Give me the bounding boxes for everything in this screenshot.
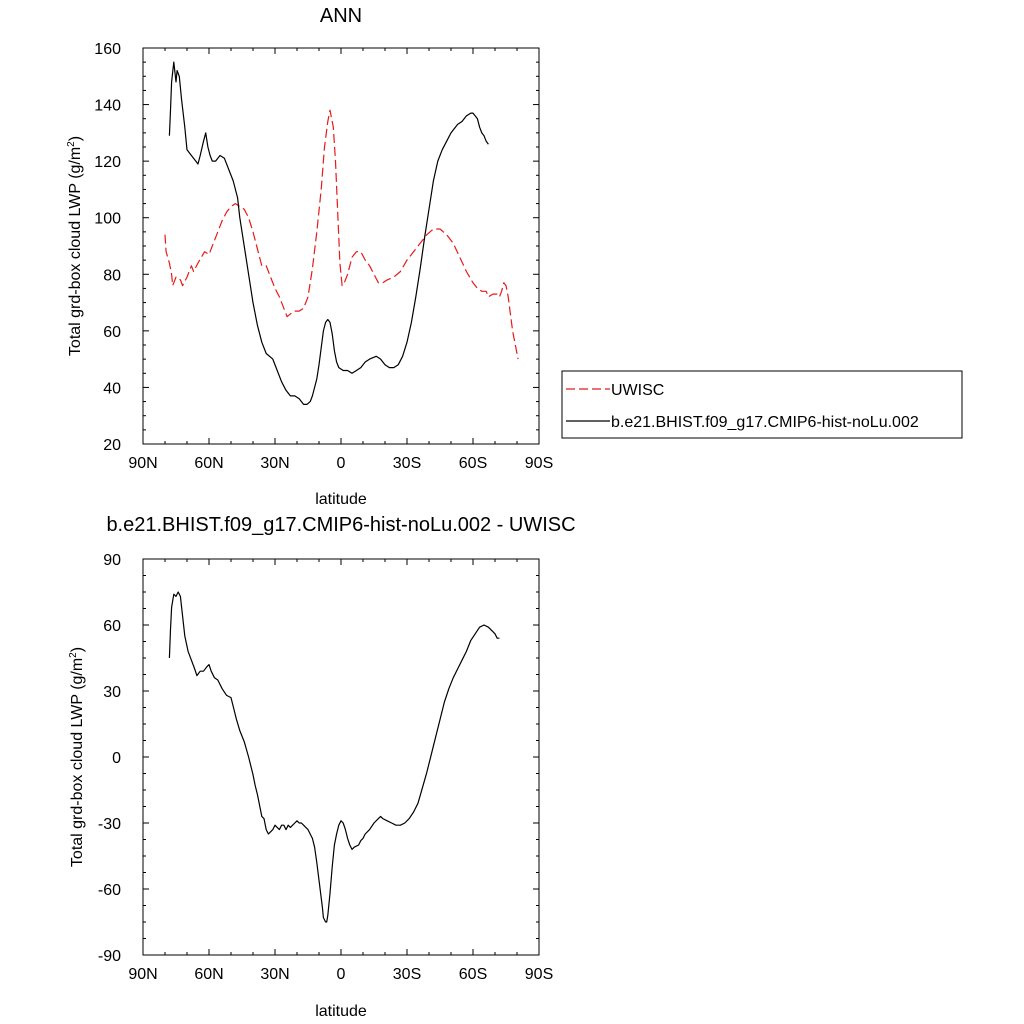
bottom-chart-title: b.e21.BHIST.f09_g17.CMIP6-hist-noLu.002 … (106, 514, 575, 536)
legend-label-uwisc: UWISC (611, 382, 664, 399)
top-y-tick-label: 60 (103, 324, 121, 341)
top-panel: ANN 90N 60N 30N 0 30S 60S 90S 20 40 60 80 100 120 140… (66, 5, 553, 508)
top-y-tick-label: 40 (103, 380, 121, 397)
top-series-line-1 (168, 61, 489, 405)
legend: UWISC b.e21.BHIST.f09_g17.CMIP6-hist-noL… (561, 370, 963, 439)
bottom-series-line-0 (168, 591, 500, 923)
top-x-tick-label: 90N (128, 455, 157, 472)
top-x-axis-label: latitude (315, 491, 367, 508)
bottom-series-layer (168, 591, 500, 923)
top-y-tick-label: 100 (94, 211, 121, 228)
top-axis-ticks: 90N 60N 30N 0 30S 60S 90S 20 40 60 80 100 120 140 160 (94, 41, 553, 472)
bottom-x-tick-label: 90S (525, 966, 553, 983)
bottom-y-tick-label: -60 (98, 882, 121, 899)
bottom-y-tick-label: 30 (103, 684, 121, 701)
bottom-y-tick-label: 0 (112, 750, 121, 767)
top-y-tick-label: 80 (103, 267, 121, 284)
bottom-y-tick-label: -90 (98, 948, 121, 965)
bottom-x-tick-label: 30N (260, 966, 289, 983)
bottom-y-axis-label: Total grd-box cloud LWP (g/m2) (68, 647, 86, 867)
bottom-plot-frame (142, 558, 540, 956)
top-y-axis-label: Total grd-box cloud LWP (g/m2) (66, 136, 84, 356)
bottom-x-axis-label: latitude (315, 1003, 367, 1020)
top-plot-frame (142, 47, 540, 445)
bottom-panel: b.e21.BHIST.f09_g17.CMIP6-hist-noLu.002 … (68, 514, 576, 1020)
bottom-x-tick-label: 90N (128, 966, 157, 983)
legend-box (561, 370, 963, 439)
bottom-x-tick-label: 0 (337, 966, 346, 983)
bottom-y-tick-label: 60 (103, 618, 121, 635)
top-x-tick-label: 90S (525, 455, 553, 472)
bottom-x-tick-label: 60S (459, 966, 487, 983)
top-x-tick-label: 60S (459, 455, 487, 472)
bottom-y-tick-label: -30 (98, 816, 121, 833)
top-x-tick-label: 30S (393, 455, 421, 472)
top-y-tick-label: 140 (94, 98, 121, 115)
bottom-y-tick-label: 90 (103, 552, 121, 569)
top-chart-title: ANN (320, 5, 362, 27)
top-y-tick-label: 20 (103, 437, 121, 454)
top-x-tick-label: 60N (194, 455, 223, 472)
top-y-tick-label: 120 (94, 154, 121, 171)
top-x-tick-label: 0 (337, 455, 346, 472)
top-series-layer (164, 61, 519, 405)
bottom-axis-ticks: 90N 60N 30N 0 30S 60S 90S -90 -60 -30 0 30 60 90 (98, 552, 553, 983)
bottom-x-tick-label: 60N (194, 966, 223, 983)
top-series-line-0 (164, 109, 519, 360)
bottom-x-tick-label: 30S (393, 966, 421, 983)
top-y-tick-label: 160 (94, 41, 121, 58)
top-x-tick-label: 30N (260, 455, 289, 472)
legend-label-model: b.e21.BHIST.f09_g17.CMIP6-hist-noLu.002 (611, 414, 919, 431)
